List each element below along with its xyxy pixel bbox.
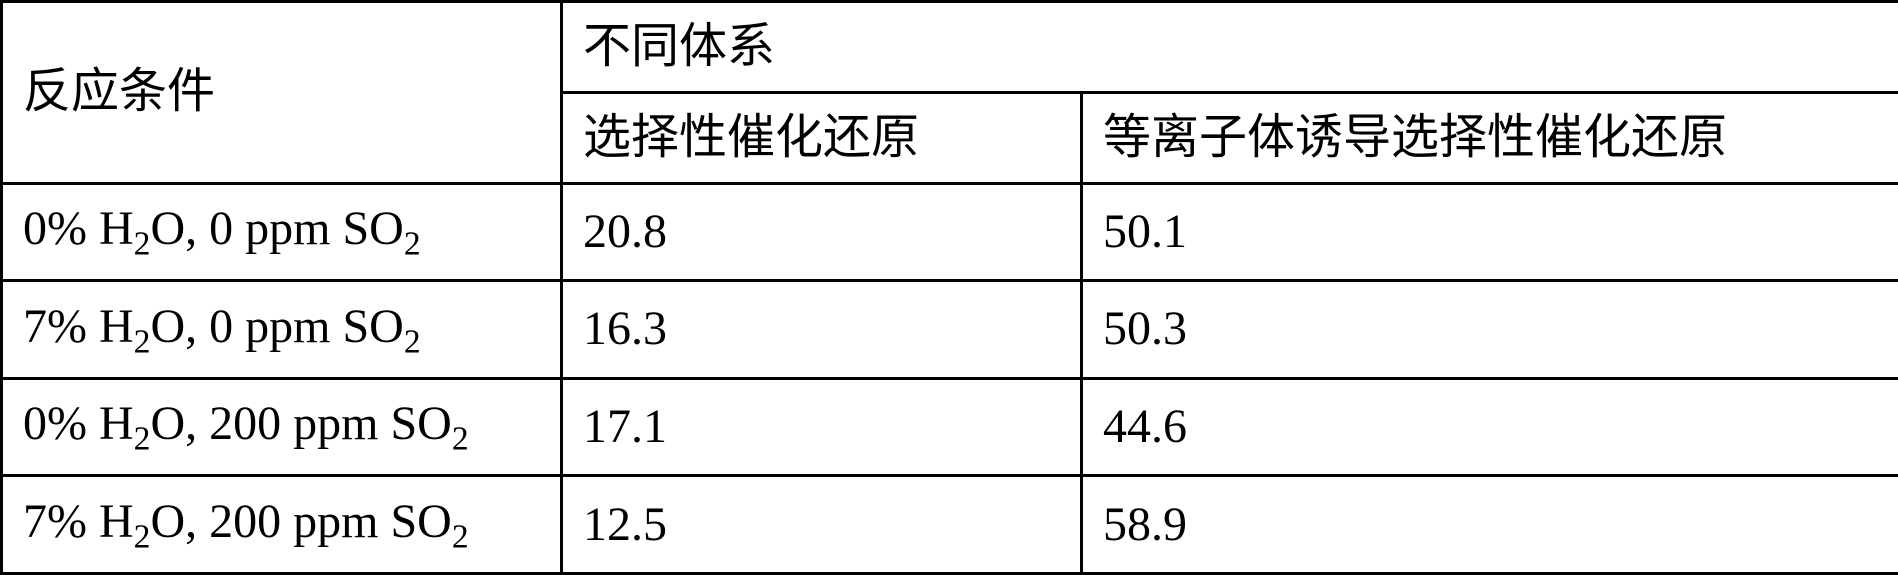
table-header-row-1: 反应条件 不同体系 bbox=[2, 2, 1898, 93]
cell-scr-value: 20.8 bbox=[562, 183, 1082, 281]
cell-condition: 0% H2O, 0 ppm SO2 bbox=[2, 183, 562, 281]
cell-condition: 0% H2O, 200 ppm SO2 bbox=[2, 378, 562, 476]
cell-condition: 7% H2O, 200 ppm SO2 bbox=[2, 476, 562, 574]
cell-condition: 7% H2O, 0 ppm SO2 bbox=[2, 281, 562, 379]
cell-plasma-scr-value: 44.6 bbox=[1082, 378, 1898, 476]
table-row: 0% H2O, 200 ppm SO2 17.1 44.6 bbox=[2, 378, 1898, 476]
table-row: 0% H2O, 0 ppm SO2 20.8 50.1 bbox=[2, 183, 1898, 281]
cell-plasma-scr-value: 58.9 bbox=[1082, 476, 1898, 574]
header-different-systems: 不同体系 bbox=[562, 2, 1898, 93]
cell-plasma-scr-value: 50.3 bbox=[1082, 281, 1898, 379]
header-reaction-conditions: 反应条件 bbox=[2, 2, 562, 184]
table-row: 7% H2O, 0 ppm SO2 16.3 50.3 bbox=[2, 281, 1898, 379]
data-table: 反应条件 不同体系 选择性催化还原 等离子体诱导选择性催化还原 0% H2O, … bbox=[0, 0, 1898, 575]
cell-scr-value: 16.3 bbox=[562, 281, 1082, 379]
cell-scr-value: 17.1 bbox=[562, 378, 1082, 476]
table-row: 7% H2O, 200 ppm SO2 12.5 58.9 bbox=[2, 476, 1898, 574]
data-table-container: 反应条件 不同体系 选择性催化还原 等离子体诱导选择性催化还原 0% H2O, … bbox=[0, 0, 1898, 575]
header-scr: 选择性催化还原 bbox=[562, 92, 1082, 183]
cell-scr-value: 12.5 bbox=[562, 476, 1082, 574]
header-plasma-scr: 等离子体诱导选择性催化还原 bbox=[1082, 92, 1898, 183]
cell-plasma-scr-value: 50.1 bbox=[1082, 183, 1898, 281]
